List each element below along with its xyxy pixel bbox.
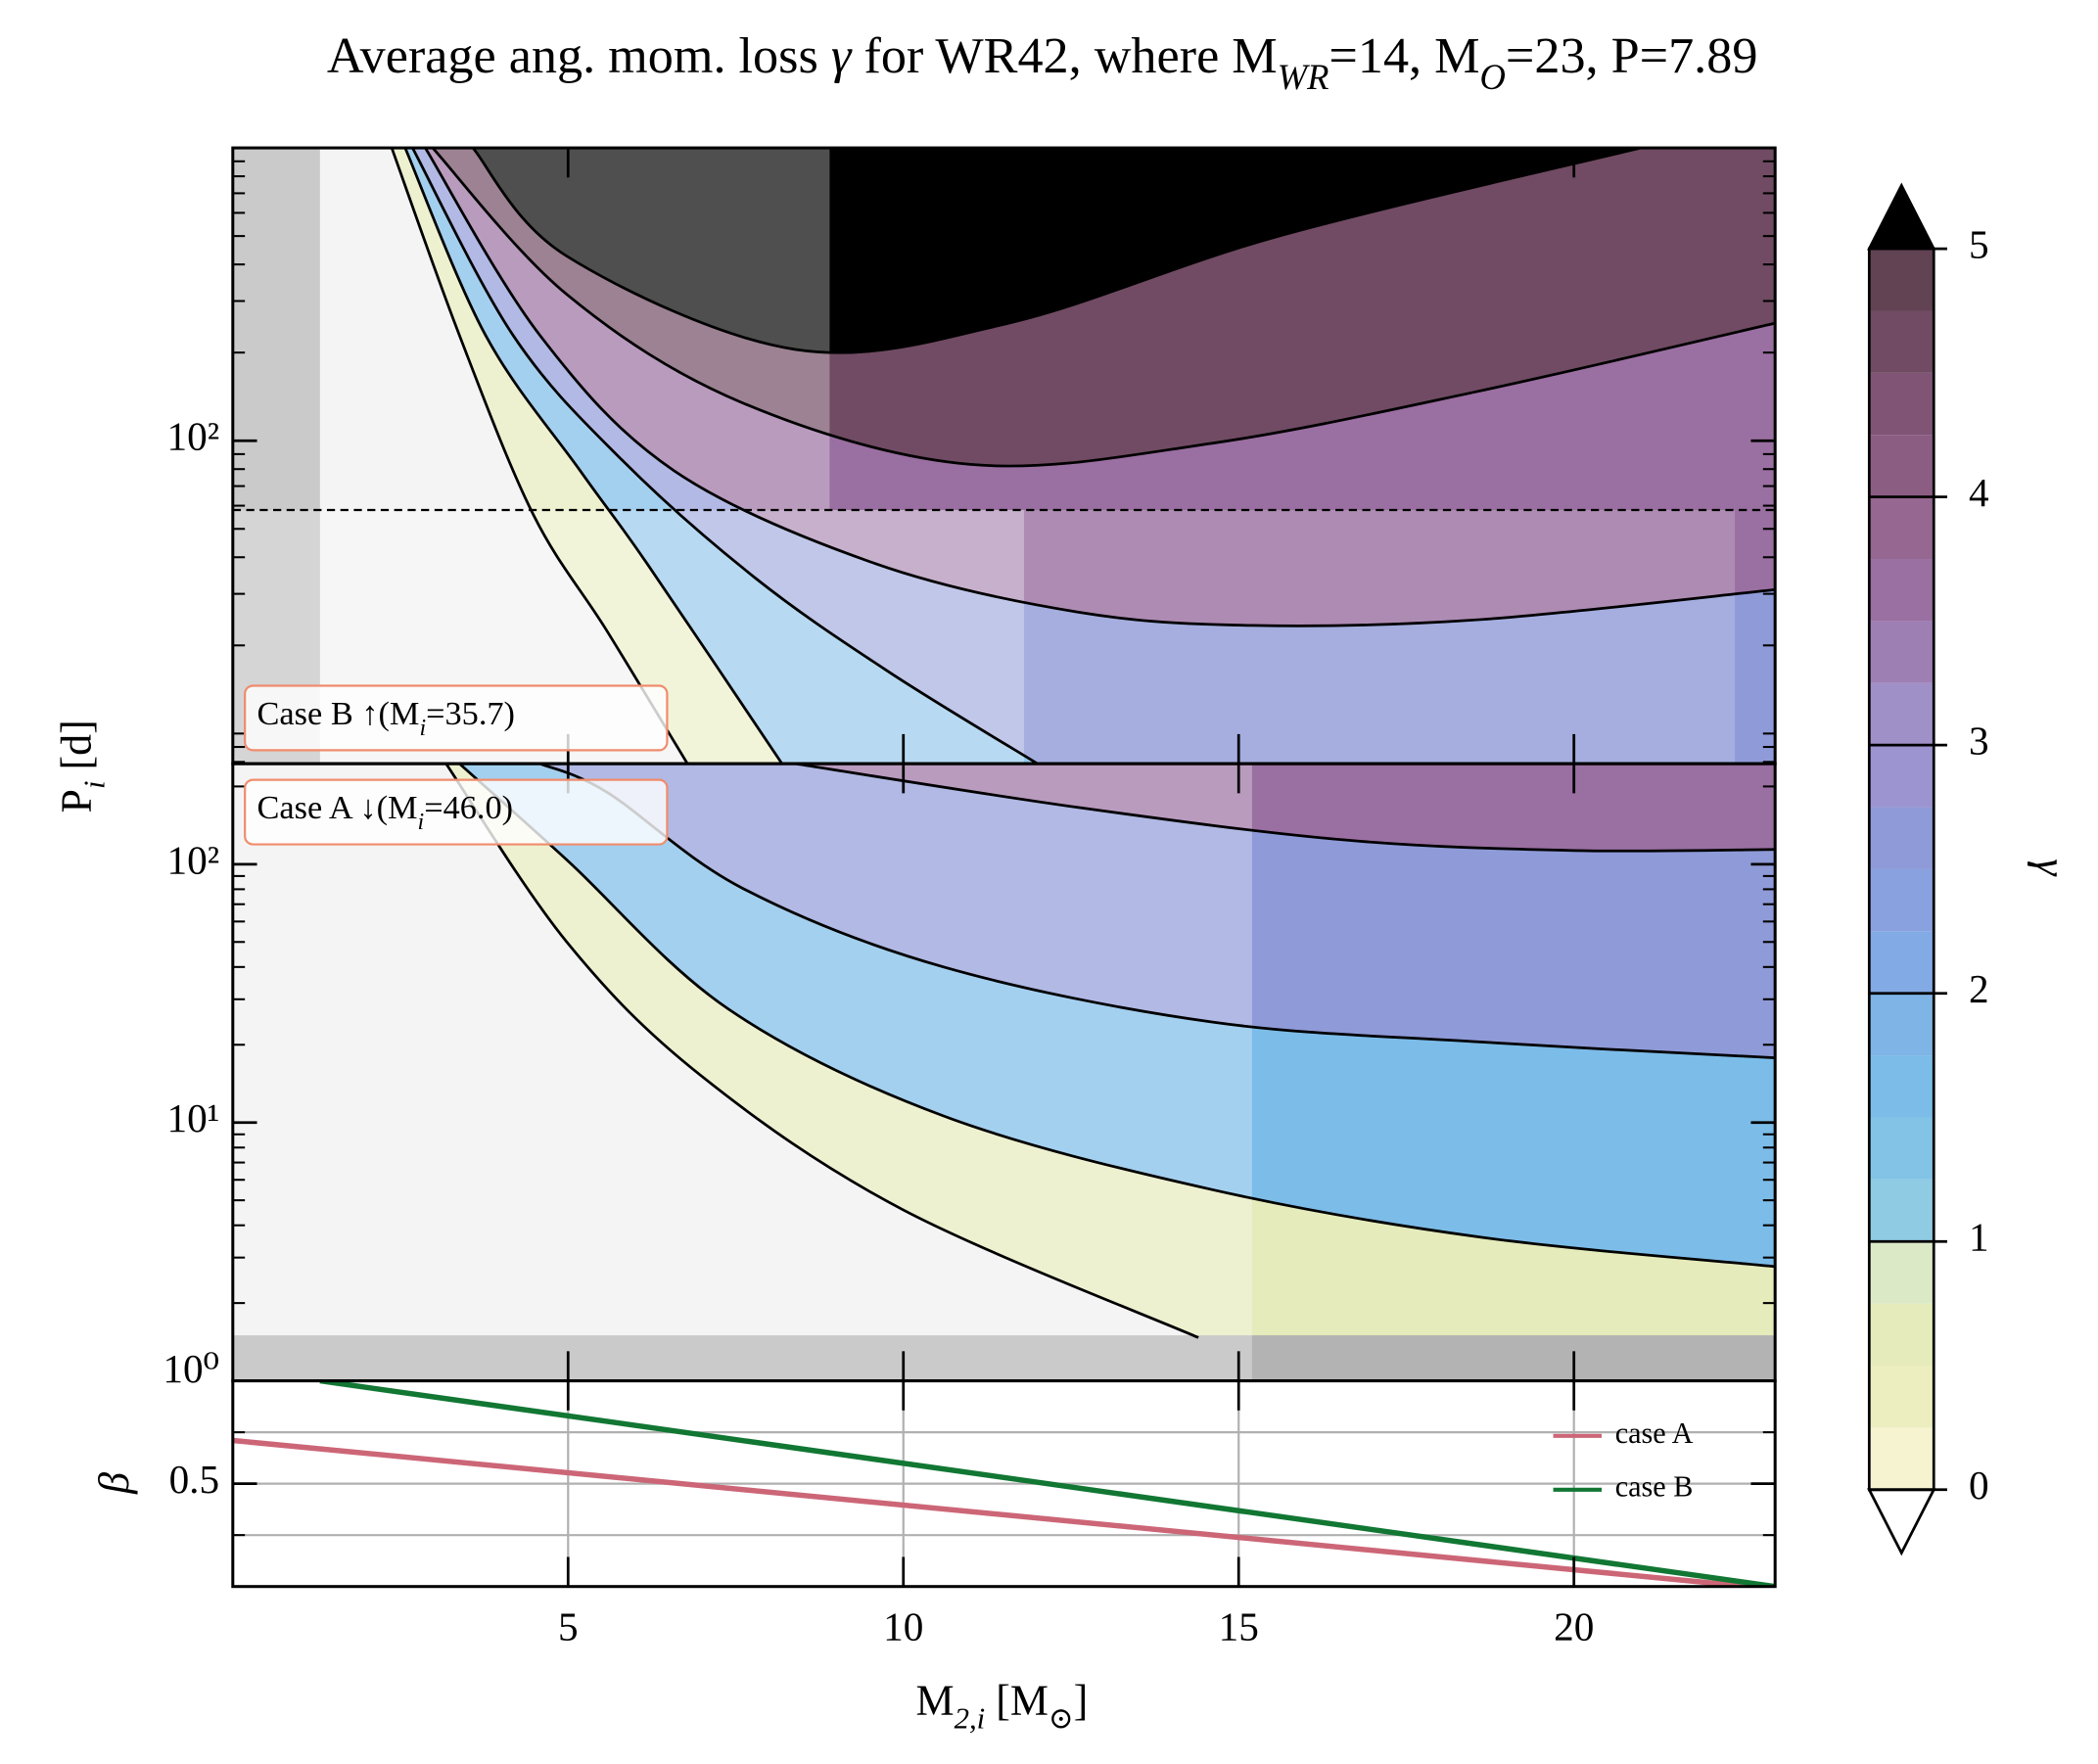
annotation-part: =35.7) bbox=[426, 695, 515, 732]
colorbar-tick-label: 3 bbox=[1969, 719, 1989, 764]
chart-title: Average ang. mom. loss γ for WR42, where… bbox=[327, 27, 1758, 97]
colorbar-band bbox=[1869, 621, 1935, 683]
annotation-part: =46.0) bbox=[424, 789, 513, 826]
colorbar-band bbox=[1869, 435, 1935, 497]
colorbar-band bbox=[1869, 1366, 1935, 1428]
chart-title-part: =23, P=7.89 bbox=[1506, 27, 1758, 84]
colorbar-band bbox=[1869, 993, 1935, 1056]
chart-title-part: for WR42, where M bbox=[851, 27, 1277, 84]
beta-line bbox=[319, 1380, 1776, 1587]
colorbar-band bbox=[1869, 1241, 1935, 1304]
annotation-part: i bbox=[419, 716, 426, 741]
colorbar-tick-label: 2 bbox=[1969, 966, 1989, 1011]
x-axis-label-part: 2,i bbox=[955, 1702, 986, 1736]
colorbar-under bbox=[1867, 1488, 1936, 1556]
x-axis-label-part: [M bbox=[985, 1677, 1049, 1725]
y-tick-label: 0.5 bbox=[169, 1457, 219, 1502]
colorbar-band bbox=[1869, 868, 1935, 932]
annotation-part: Case B ↑(M bbox=[257, 695, 420, 732]
contour-band bbox=[473, 148, 1642, 353]
colorbar-band bbox=[1869, 1303, 1935, 1367]
contour-line bbox=[424, 148, 1776, 627]
y-axis-label: Pi [d] bbox=[53, 720, 112, 812]
invalid-region bbox=[232, 1335, 1776, 1381]
colorbar-band bbox=[1869, 682, 1935, 746]
colorbar-over bbox=[1867, 182, 1936, 251]
beta-axis-label: β bbox=[90, 1472, 138, 1495]
colorbar-band bbox=[1869, 310, 1935, 373]
y-tick-label: 10¹ bbox=[167, 1095, 220, 1140]
contour-line bbox=[458, 764, 1776, 1269]
colorbar-label: γ bbox=[2028, 859, 2075, 877]
x-tick-label: 15 bbox=[1219, 1603, 1259, 1648]
colorbar-band bbox=[1869, 745, 1935, 808]
overlay bbox=[232, 148, 830, 510]
colorbar-band bbox=[1869, 559, 1935, 622]
contour-band bbox=[795, 764, 1776, 852]
x-tick-label: 20 bbox=[1554, 1603, 1594, 1648]
x-axis-label: M2,i [M⊙] bbox=[916, 1677, 1089, 1736]
y-tick-label: 10² bbox=[167, 837, 220, 882]
x-tick-label: 5 bbox=[558, 1603, 579, 1648]
panel bbox=[232, 764, 1776, 1381]
colorbar-tick-label: 4 bbox=[1969, 470, 1989, 515]
annotation: Case B ↑(Mi=35.7) bbox=[257, 695, 515, 741]
panel bbox=[232, 148, 1776, 765]
annotation-box bbox=[244, 684, 669, 752]
contour-line bbox=[390, 148, 689, 765]
y-axis-label-part: i bbox=[78, 780, 112, 789]
chart-title-part: Average ang. mom. loss bbox=[327, 27, 831, 84]
annotation-part: i bbox=[418, 810, 425, 835]
x-axis-label-part: M bbox=[916, 1677, 955, 1725]
y-tick-label: 10² bbox=[167, 414, 220, 459]
colorbar-band bbox=[1869, 372, 1935, 436]
contour-line bbox=[795, 764, 1776, 853]
beta-line bbox=[232, 1437, 1749, 1587]
contour-line bbox=[471, 148, 1642, 354]
colorbar-tick-label: 1 bbox=[1969, 1215, 1989, 1260]
colorbar-band bbox=[1869, 1117, 1935, 1180]
colorbar-band bbox=[1869, 1427, 1935, 1490]
invalid-region bbox=[232, 148, 320, 765]
colorbar-band bbox=[1869, 1179, 1935, 1242]
x-tick-label: 10 bbox=[883, 1603, 923, 1648]
annotation-part: Case A ↓(M bbox=[257, 789, 418, 826]
colorbar-band bbox=[1869, 1055, 1935, 1118]
chart-title-part: O bbox=[1480, 57, 1506, 97]
annotation-box bbox=[244, 778, 669, 846]
axes-frame bbox=[231, 1379, 1777, 1589]
y-axis-label-part: P bbox=[53, 789, 101, 812]
colorbar-band bbox=[1869, 807, 1935, 869]
chart-title-part: γ bbox=[831, 27, 853, 84]
colorbar-tick-label: 0 bbox=[1969, 1462, 1989, 1508]
contour-line bbox=[444, 764, 1199, 1339]
colorbar-band bbox=[1869, 931, 1935, 994]
colorbar-band bbox=[1869, 249, 1935, 311]
beta-axis-label-part: β bbox=[90, 1472, 138, 1495]
legend-label: case A bbox=[1615, 1416, 1694, 1450]
colorbar-band bbox=[1869, 496, 1935, 560]
contour-line bbox=[411, 148, 1039, 765]
overlay bbox=[232, 764, 1252, 1381]
contour-line bbox=[431, 148, 1776, 468]
legend-label: case B bbox=[1615, 1470, 1694, 1504]
colorbar-label-part: γ bbox=[2028, 859, 2075, 877]
chart-title-part: WR bbox=[1278, 57, 1329, 97]
y-axis-label-part: [d] bbox=[53, 720, 101, 780]
overlay bbox=[1024, 509, 1736, 765]
contour-line bbox=[403, 148, 783, 765]
beta-panel bbox=[232, 1380, 1776, 1587]
colorbar-tick-label: 5 bbox=[1969, 222, 1989, 267]
chart-title-part: =14, M bbox=[1329, 27, 1479, 84]
y-tick-label: 10⁰ bbox=[163, 1346, 219, 1391]
x-axis-label-part: ⊙ bbox=[1049, 1702, 1074, 1736]
annotation: Case A ↓(Mi=46.0) bbox=[257, 789, 514, 835]
x-axis-label-part: ] bbox=[1074, 1677, 1089, 1725]
